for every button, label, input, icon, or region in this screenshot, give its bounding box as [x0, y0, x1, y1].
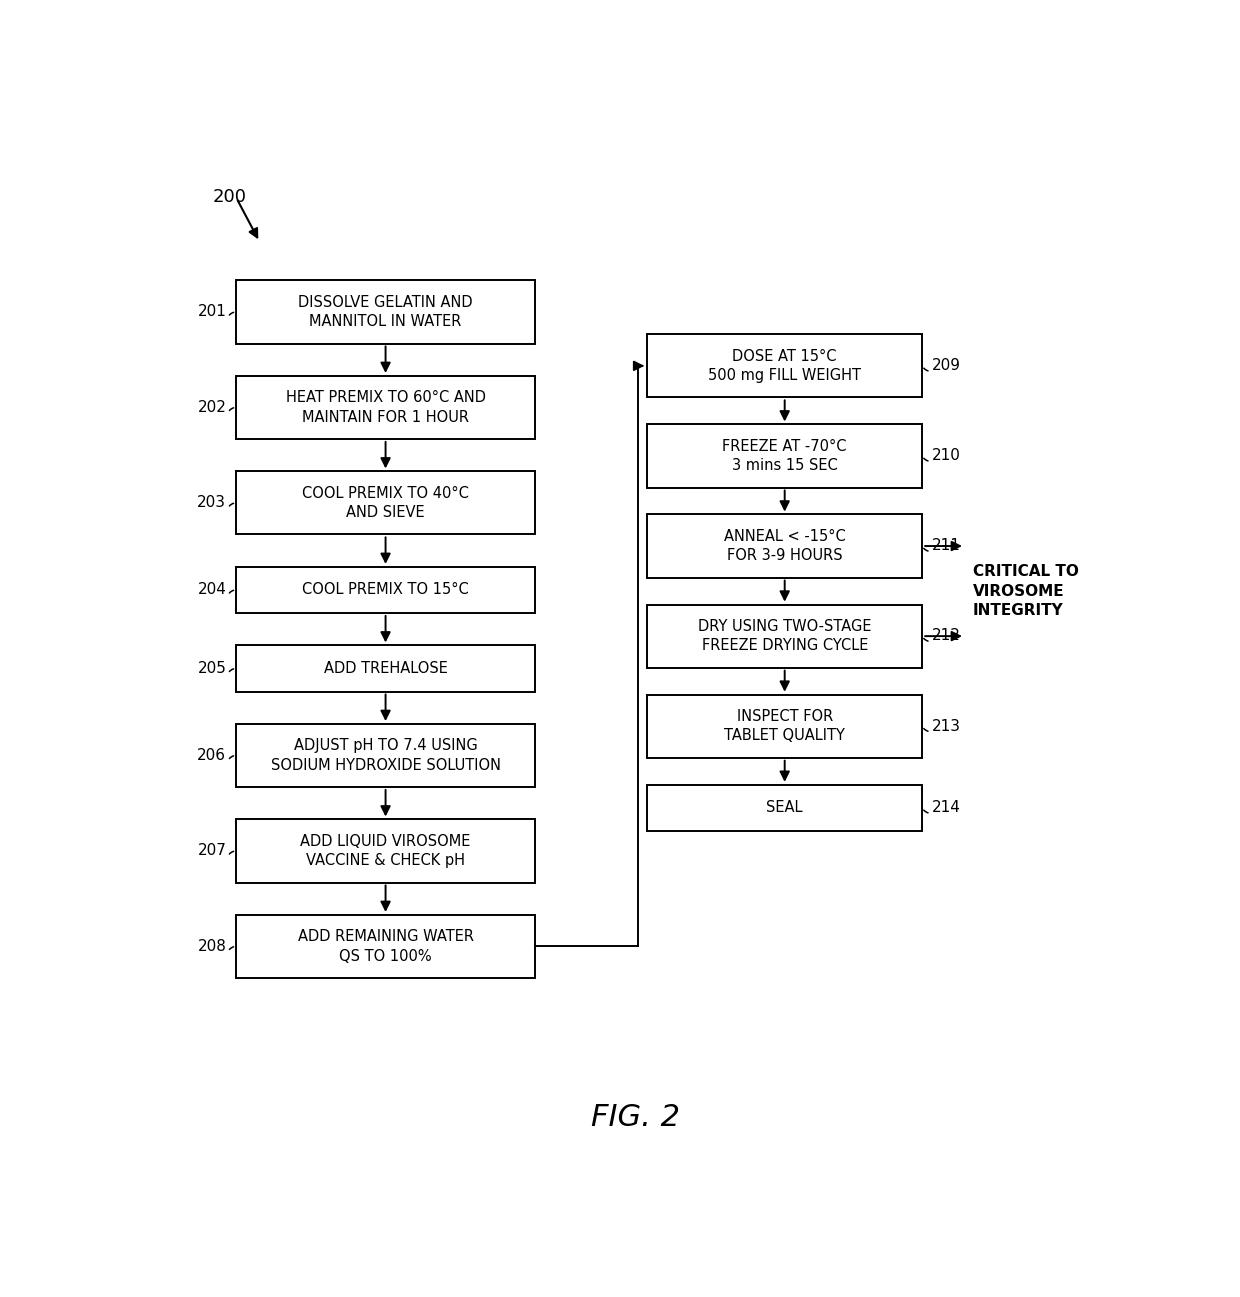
FancyBboxPatch shape [237, 914, 534, 978]
Text: 206: 206 [197, 748, 226, 763]
Text: 205: 205 [197, 660, 226, 676]
Text: COOL PREMIX TO 40°C
AND SIEVE: COOL PREMIX TO 40°C AND SIEVE [303, 486, 469, 520]
FancyBboxPatch shape [647, 515, 923, 577]
Text: ADD LIQUID VIROSOME
VACCINE & CHECK pH: ADD LIQUID VIROSOME VACCINE & CHECK pH [300, 834, 471, 868]
Text: 200: 200 [213, 188, 247, 206]
Text: DISSOLVE GELATIN AND
MANNITOL IN WATER: DISSOLVE GELATIN AND MANNITOL IN WATER [299, 294, 472, 329]
FancyBboxPatch shape [647, 335, 923, 397]
Text: 201: 201 [197, 305, 226, 319]
FancyBboxPatch shape [237, 280, 534, 344]
Text: HEAT PREMIX TO 60°C AND
MAINTAIN FOR 1 HOUR: HEAT PREMIX TO 60°C AND MAINTAIN FOR 1 H… [285, 390, 486, 424]
Text: ANNEAL < -15°C
FOR 3-9 HOURS: ANNEAL < -15°C FOR 3-9 HOURS [724, 529, 846, 563]
Text: 207: 207 [197, 843, 226, 859]
Text: 208: 208 [197, 939, 226, 953]
Text: 210: 210 [932, 449, 961, 463]
FancyBboxPatch shape [237, 567, 534, 613]
Text: FREEZE AT -70°C
3 mins 15 SEC: FREEZE AT -70°C 3 mins 15 SEC [723, 438, 847, 473]
Text: ADD REMAINING WATER
QS TO 100%: ADD REMAINING WATER QS TO 100% [298, 930, 474, 964]
Text: FIG. 2: FIG. 2 [591, 1102, 680, 1132]
FancyBboxPatch shape [237, 376, 534, 438]
Text: 212: 212 [932, 629, 961, 643]
FancyBboxPatch shape [647, 604, 923, 668]
Text: SEAL: SEAL [766, 800, 804, 816]
Text: CRITICAL TO
VIROSOME
INTEGRITY: CRITICAL TO VIROSOME INTEGRITY [972, 564, 1079, 619]
Text: 204: 204 [197, 582, 226, 597]
Text: ADJUST pH TO 7.4 USING
SODIUM HYDROXIDE SOLUTION: ADJUST pH TO 7.4 USING SODIUM HYDROXIDE … [270, 738, 501, 773]
Text: 211: 211 [932, 538, 961, 554]
Text: 214: 214 [932, 800, 961, 815]
FancyBboxPatch shape [237, 724, 534, 787]
FancyBboxPatch shape [647, 695, 923, 757]
Text: 202: 202 [197, 399, 226, 415]
Text: INSPECT FOR
TABLET QUALITY: INSPECT FOR TABLET QUALITY [724, 709, 846, 743]
Text: DOSE AT 15°C
500 mg FILL WEIGHT: DOSE AT 15°C 500 mg FILL WEIGHT [708, 349, 862, 383]
FancyBboxPatch shape [647, 785, 923, 831]
FancyBboxPatch shape [647, 424, 923, 488]
Text: 203: 203 [197, 495, 226, 510]
FancyBboxPatch shape [237, 646, 534, 691]
FancyBboxPatch shape [237, 471, 534, 534]
FancyBboxPatch shape [237, 820, 534, 882]
Text: 213: 213 [932, 719, 961, 734]
Text: DRY USING TWO-STAGE
FREEZE DRYING CYCLE: DRY USING TWO-STAGE FREEZE DRYING CYCLE [698, 619, 872, 654]
Text: 209: 209 [932, 358, 961, 374]
Text: COOL PREMIX TO 15°C: COOL PREMIX TO 15°C [303, 582, 469, 598]
Text: ADD TREHALOSE: ADD TREHALOSE [324, 661, 448, 676]
